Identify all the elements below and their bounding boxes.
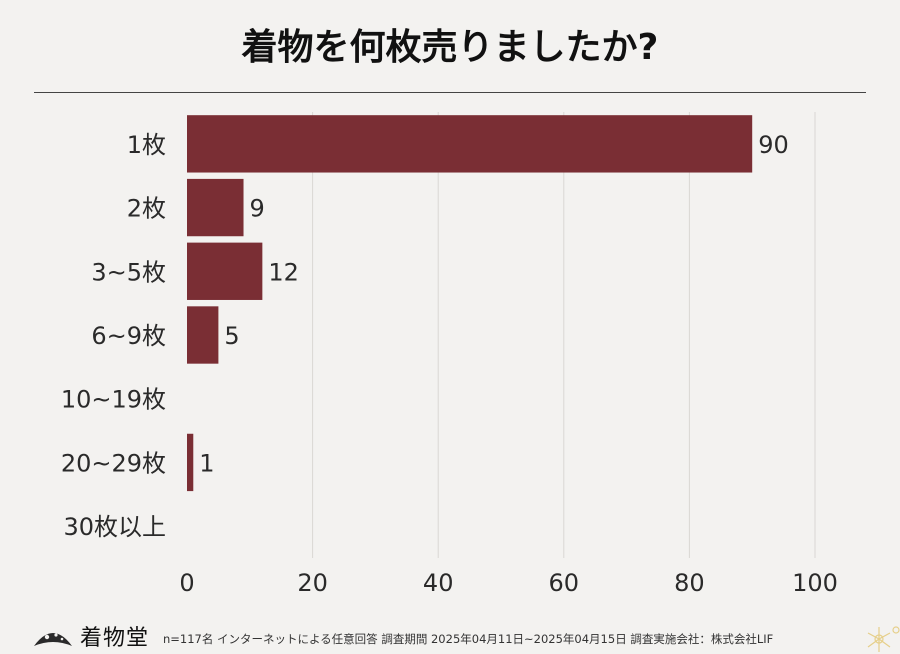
fan-icon bbox=[34, 633, 72, 646]
x-tick-label: 40 bbox=[423, 569, 454, 597]
bar bbox=[187, 433, 194, 492]
data-label: 1 bbox=[199, 449, 214, 477]
title-divider bbox=[34, 92, 866, 93]
category-label: 6~9枚 bbox=[91, 322, 166, 350]
footer: 着物堂 n=117名 インターネットによる任意回答 調査期間 2025年04月1… bbox=[0, 618, 900, 654]
data-label: 90 bbox=[758, 131, 789, 159]
category-label: 2枚 bbox=[127, 195, 166, 223]
bar bbox=[187, 306, 219, 364]
x-tick-label: 80 bbox=[674, 569, 705, 597]
category-label: 1枚 bbox=[127, 131, 166, 159]
category-label: 20~29枚 bbox=[61, 449, 166, 477]
logo-text: 着物堂 bbox=[80, 626, 150, 651]
x-tick-label: 20 bbox=[297, 569, 328, 597]
bar bbox=[187, 115, 753, 173]
x-tick-label: 100 bbox=[792, 569, 838, 597]
bar-chart: 0 20 40 60 80 100 1枚 90 2枚 9 3~5枚 12 6~9枚 5 10~19枚 20~2… bbox=[61, 112, 838, 597]
category-label: 10~19枚 bbox=[61, 386, 166, 414]
brand-logo: 着物堂 bbox=[32, 620, 156, 652]
data-label: 12 bbox=[268, 258, 299, 286]
data-label: 5 bbox=[224, 322, 239, 350]
x-tick-label: 60 bbox=[549, 569, 580, 597]
bar bbox=[187, 178, 244, 237]
category-label: 3~5枚 bbox=[91, 258, 166, 286]
x-tick-label: 0 bbox=[179, 569, 194, 597]
category-label: 30枚以上 bbox=[63, 513, 166, 541]
flower-ornament-icon bbox=[867, 626, 900, 652]
bar bbox=[187, 242, 263, 300]
survey-footnote: n=117名 インターネットによる任意回答 調査期間 2025年04月11日~2… bbox=[163, 632, 774, 646]
page-title: 着物を何枚売りましたか? bbox=[241, 27, 659, 68]
data-label: 9 bbox=[250, 195, 265, 223]
